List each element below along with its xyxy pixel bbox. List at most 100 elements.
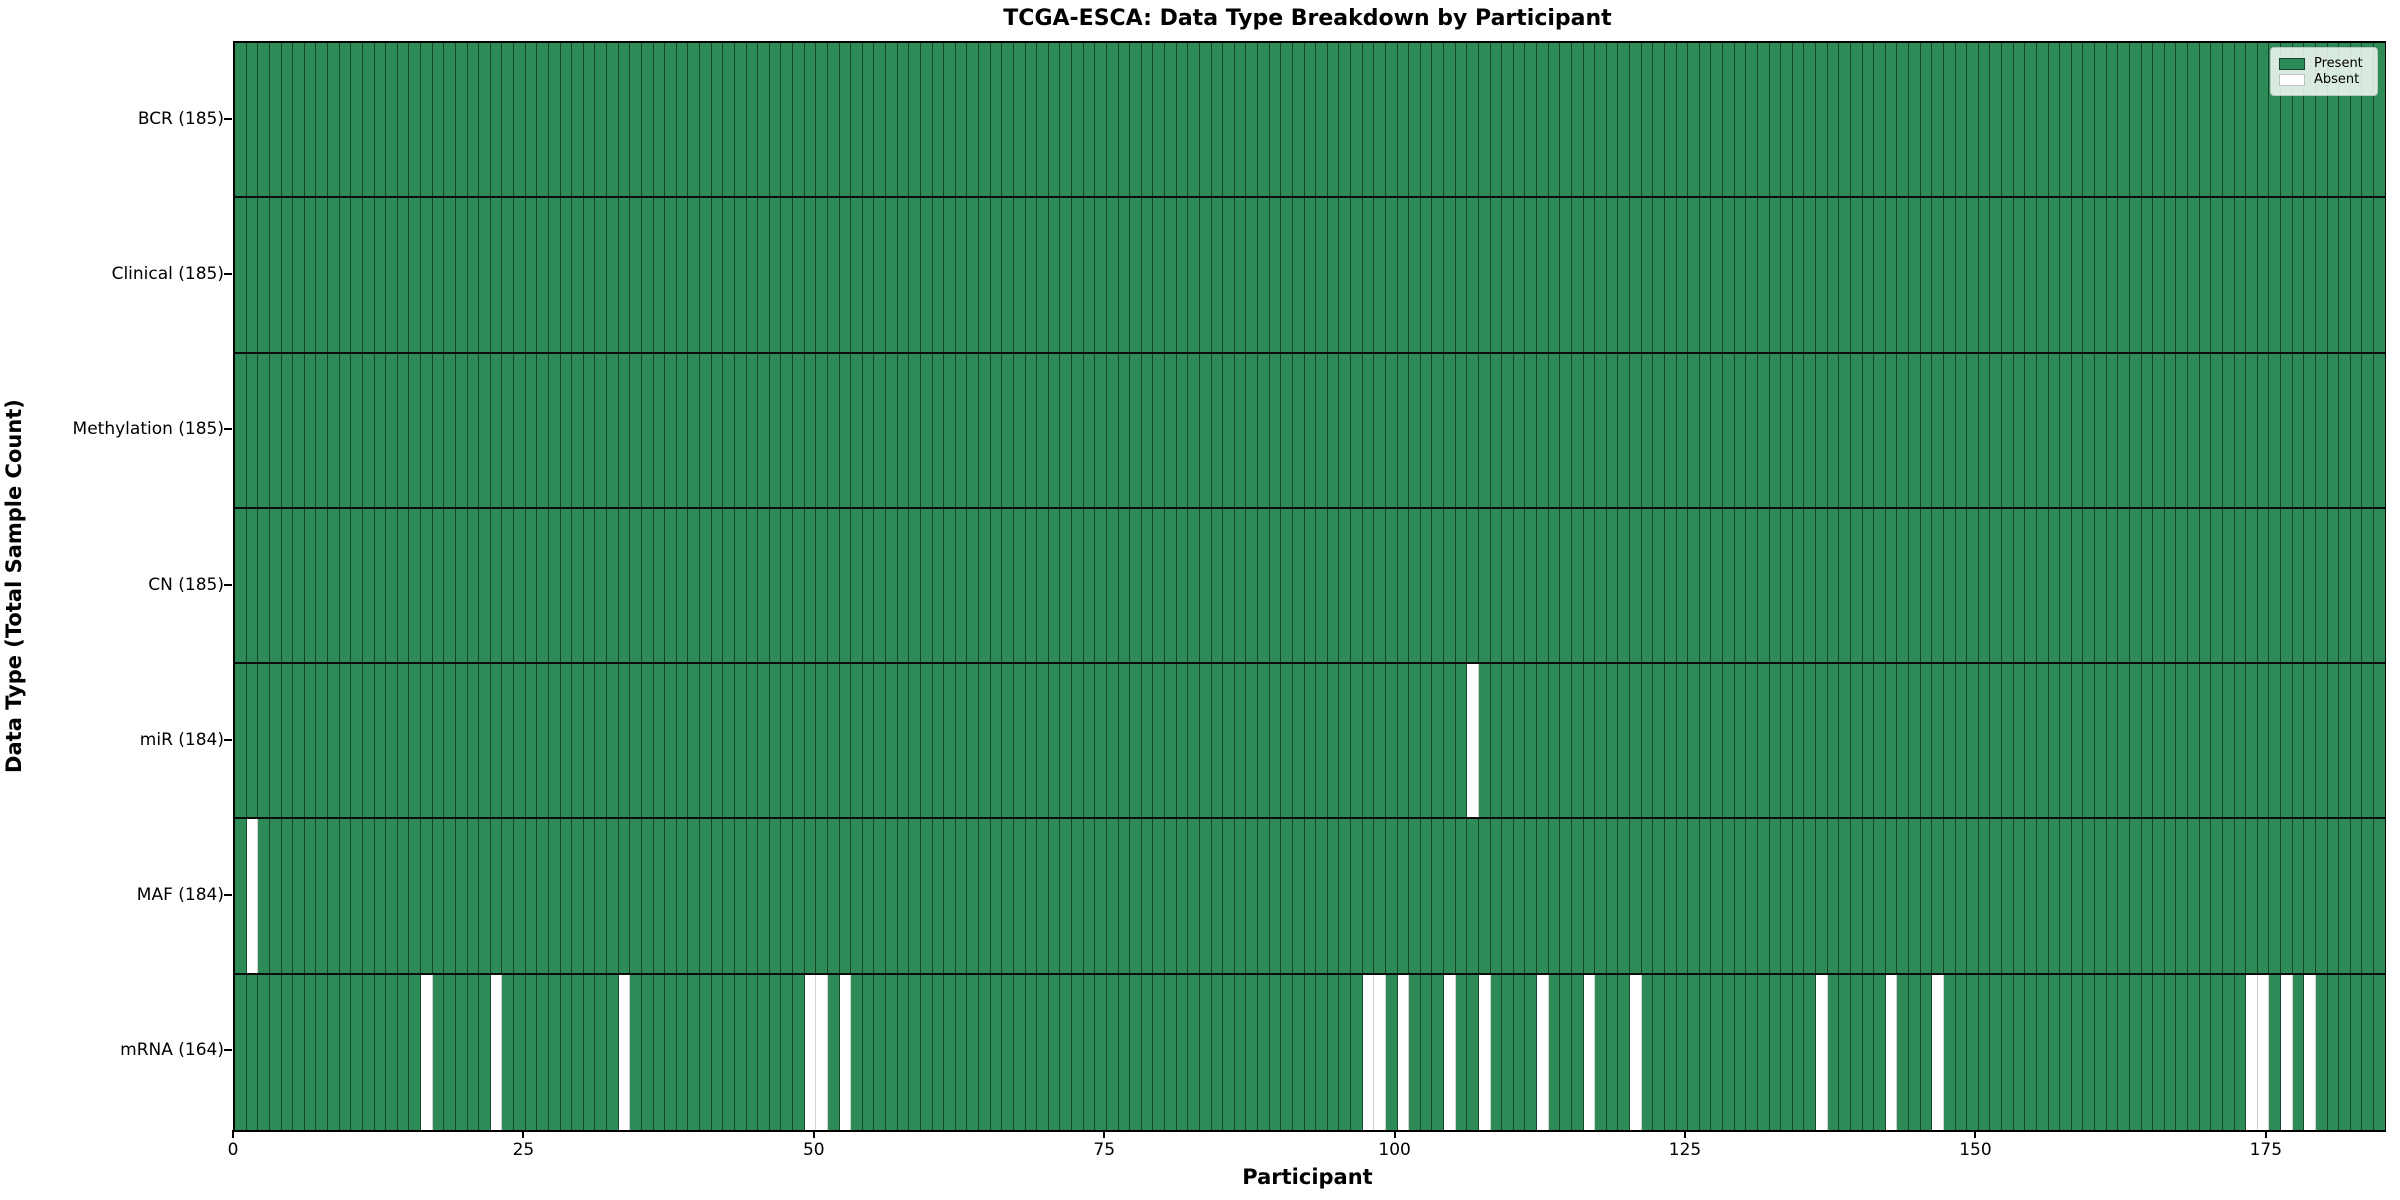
heatmap-cell [246, 353, 259, 507]
heatmap-cell [2153, 974, 2165, 1130]
heatmap-cell [641, 43, 654, 197]
heatmap-cell [1525, 819, 1537, 973]
heatmap-cell [1909, 974, 1921, 1130]
heatmap-cell [1932, 43, 1944, 197]
heatmap-cell [1583, 198, 1596, 352]
heatmap-cell [1141, 198, 1154, 352]
heatmap-cell [1606, 353, 1619, 507]
heatmap-cell [444, 664, 456, 818]
heatmap-cell [758, 43, 770, 197]
heatmap-cell [1176, 43, 1189, 197]
heatmap-cell [2199, 198, 2212, 352]
heatmap-cell [583, 43, 596, 197]
heatmap-cell [1490, 819, 1503, 973]
heatmap-cell [1990, 198, 2002, 352]
heatmap-cell [595, 353, 607, 507]
heatmap-cell [502, 819, 514, 973]
heatmap-cell [1304, 198, 1317, 352]
y-tick-mark [224, 894, 232, 897]
legend-absent-label: Absent [2314, 72, 2360, 87]
heatmap-cell [839, 43, 852, 197]
heatmap-cell [1234, 819, 1247, 973]
heatmap-cell [2129, 43, 2142, 197]
heatmap-cell [1420, 664, 1433, 818]
heatmap-cell [1711, 43, 1723, 197]
heatmap-cell [874, 43, 886, 197]
heatmap-cell [2246, 353, 2258, 507]
heatmap-cell [1269, 198, 1282, 352]
heatmap-cell [1699, 508, 1712, 663]
heatmap-cell [1048, 819, 1061, 973]
heatmap-cell [455, 508, 468, 663]
heatmap-cell [1292, 819, 1305, 973]
heatmap-cell [2002, 198, 2014, 352]
heatmap-cell [1304, 43, 1317, 197]
heatmap-cell [758, 353, 770, 507]
heatmap-cell [1595, 43, 1607, 197]
heatmap-cell [676, 508, 689, 663]
heatmap-cell [1943, 198, 1956, 352]
x-tick-label: 100 [1378, 1140, 1411, 1160]
heatmap-cell [653, 664, 666, 818]
heatmap-cell [293, 508, 305, 663]
heatmap-cell [2199, 974, 2212, 1130]
heatmap-cell [455, 819, 468, 973]
heatmap-cell [2002, 508, 2014, 663]
heatmap-cell [1327, 508, 1340, 663]
heatmap-cell [1920, 43, 1933, 197]
heatmap-cell [1083, 819, 1096, 973]
heatmap-cell [1850, 198, 1863, 352]
heatmap-cell [1676, 819, 1689, 973]
heatmap-cell [1757, 198, 1770, 352]
heatmap-cell [1002, 974, 1014, 1130]
heatmap-cell [1490, 353, 1503, 507]
heatmap-cell [641, 508, 654, 663]
heatmap-cell [1072, 43, 1084, 197]
heatmap-cell [723, 508, 735, 663]
heatmap-cell [1385, 819, 1398, 973]
heatmap-cell [827, 664, 840, 818]
heatmap-cell [525, 353, 538, 507]
heatmap-cell [1909, 664, 1921, 818]
heatmap-cell [2095, 508, 2107, 663]
heatmap-cell [1211, 508, 1224, 663]
heatmap-cell [595, 819, 607, 973]
heatmap-cell [572, 43, 584, 197]
heatmap-cell [886, 664, 898, 818]
heatmap-cell [1653, 819, 1665, 973]
heatmap-cell [2083, 819, 2095, 973]
heatmap-cell [1106, 43, 1119, 197]
heatmap-cell [2281, 974, 2293, 1130]
heatmap-cell [1304, 353, 1317, 507]
y-tick-label: Clinical (185) [111, 263, 224, 284]
heatmap-cell [1897, 664, 1909, 818]
heatmap-cell [1478, 508, 1491, 663]
x-tick-mark [1974, 1130, 1977, 1138]
heatmap-cell [653, 508, 666, 663]
heatmap-cell [455, 198, 468, 352]
heatmap-cell [2025, 974, 2037, 1130]
heatmap-cell [1676, 198, 1689, 352]
heatmap-cell [1676, 43, 1689, 197]
heatmap-cell [1339, 508, 1351, 663]
heatmap-cell [2350, 43, 2363, 197]
heatmap-cell [1525, 974, 1537, 1130]
heatmap-cell [316, 43, 328, 197]
heatmap-cell [1304, 664, 1317, 818]
heatmap-cell [630, 198, 642, 352]
heatmap-cell [1444, 974, 1456, 1130]
heatmap-cell [572, 353, 584, 507]
heatmap-cell [641, 664, 654, 818]
heatmap-cell [700, 819, 712, 973]
heatmap-cell [851, 353, 863, 507]
heatmap-cell [1769, 664, 1782, 818]
heatmap-cell [1455, 198, 1468, 352]
heatmap-cell [525, 664, 538, 818]
heatmap-cell [793, 198, 805, 352]
heatmap-cell [1932, 508, 1944, 663]
heatmap-cell [851, 819, 863, 973]
heatmap-cell [1792, 664, 1805, 818]
heatmap-cell [746, 664, 759, 818]
heatmap-cell [2315, 664, 2328, 818]
heatmap-cell [2362, 819, 2374, 973]
